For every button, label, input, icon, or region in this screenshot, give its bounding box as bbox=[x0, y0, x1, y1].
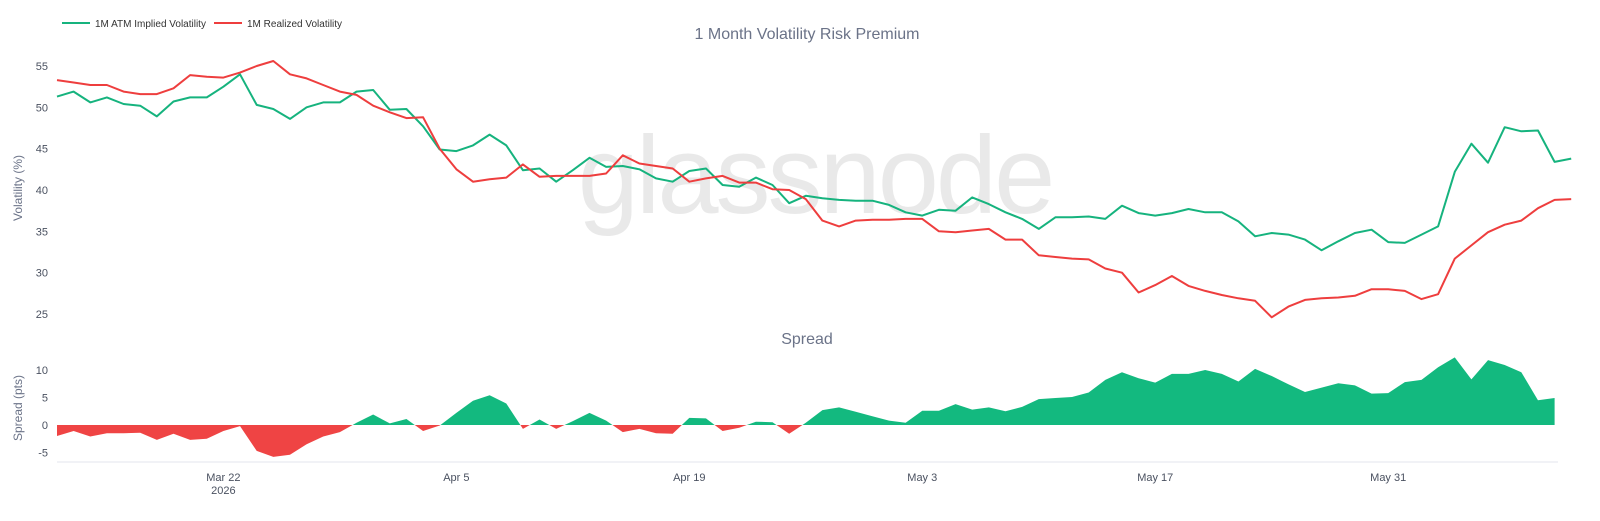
bottom-y-tick-label: 5 bbox=[42, 393, 48, 405]
spread-positive-area[interactable] bbox=[352, 357, 1555, 425]
x-tick-label: May 31 bbox=[1370, 472, 1406, 484]
bottom-chart-title: Spread bbox=[781, 331, 833, 348]
x-tick-label: May 17 bbox=[1137, 472, 1173, 484]
x-tick-year-label: 2026 bbox=[211, 485, 235, 497]
top-y-tick-label: 50 bbox=[36, 102, 48, 114]
bottom-y-tick-label: 10 bbox=[36, 365, 48, 377]
bottom-y-axis-ticks: -5 0 5 10 bbox=[36, 365, 48, 460]
top-y-axis-title: Volatility (%) bbox=[11, 155, 25, 221]
top-y-tick-label: 55 bbox=[36, 61, 48, 73]
top-y-tick-label: 45 bbox=[36, 144, 48, 156]
implied-volatility-line[interactable] bbox=[56, 73, 1572, 252]
x-tick-label: Mar 22 bbox=[206, 472, 240, 484]
x-tick-label: May 3 bbox=[907, 472, 937, 484]
x-tick-label: Apr 5 bbox=[443, 472, 469, 484]
watermark: glassnode bbox=[578, 114, 1053, 237]
top-y-tick-label: 35 bbox=[36, 226, 48, 238]
bottom-y-tick-label: -5 bbox=[38, 448, 48, 460]
legend: 1M ATM Implied Volatility 1M Realized Vo… bbox=[62, 19, 342, 30]
volatility-lines bbox=[56, 60, 1572, 319]
top-y-tick-label: 30 bbox=[36, 268, 48, 280]
bottom-y-tick-label: 0 bbox=[42, 420, 48, 432]
spread-negative-area[interactable] bbox=[57, 425, 803, 457]
legend-label-implied[interactable]: 1M ATM Implied Volatility bbox=[95, 19, 206, 30]
x-tick-label: Apr 19 bbox=[673, 472, 705, 484]
top-chart-title: 1 Month Volatility Risk Premium bbox=[695, 26, 920, 43]
spread-area bbox=[57, 357, 1555, 457]
top-y-axis-ticks: 25 30 35 40 45 50 55 bbox=[36, 61, 48, 321]
top-y-tick-label: 25 bbox=[36, 309, 48, 321]
bottom-y-axis-title: Spread (pts) bbox=[11, 375, 25, 441]
realized-volatility-line[interactable] bbox=[56, 60, 1572, 319]
top-y-tick-label: 40 bbox=[36, 185, 48, 197]
legend-label-realized[interactable]: 1M Realized Volatility bbox=[247, 19, 342, 30]
